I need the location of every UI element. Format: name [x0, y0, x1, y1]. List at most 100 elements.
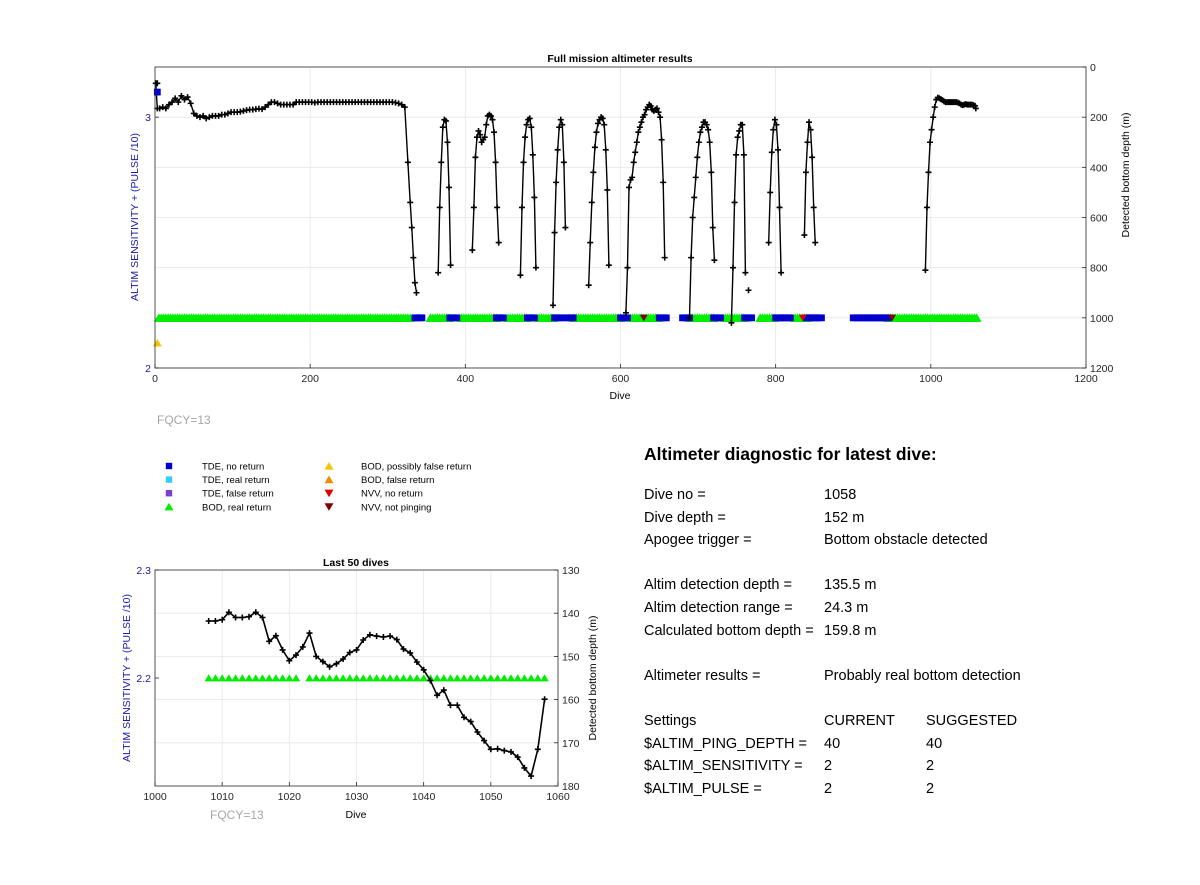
- bod-real-return-marker: [493, 674, 502, 682]
- tde-no-return-marker: [558, 314, 565, 322]
- top-left-axis-label: ALTIM SENSITIVITY + (PULSE /10): [129, 133, 141, 301]
- tde-no-return-marker: [418, 314, 426, 322]
- legend-label: NVV, not pinging: [361, 502, 431, 513]
- top-right-tick-label: 600: [1090, 213, 1108, 225]
- tde-no-return-marker: [818, 314, 825, 322]
- dive-depth-row: Dive depth = 152 m: [644, 510, 1164, 533]
- diagnostic-title: Altimeter diagnostic for latest dive:: [644, 444, 937, 464]
- depth-point: [259, 614, 266, 621]
- depth-line-segment: [768, 119, 782, 273]
- depth-point: [333, 660, 340, 667]
- bottom-right-tick-label: 150: [562, 651, 580, 663]
- top-right-axis-label: Detected bottom depth (m): [1120, 113, 1132, 238]
- bod-real-return-marker: [291, 674, 301, 682]
- bod-real-return-marker: [520, 674, 529, 682]
- bottom-ticks: 1000 1010 1020 1030 1040 1050 1060 2.2 2.3 130 140…: [136, 565, 579, 803]
- dive-depth-value: 152 m: [824, 509, 865, 526]
- bottom-left-tick-label: 2.2: [136, 673, 151, 685]
- bottom-x-axis-label: Dive: [345, 809, 366, 821]
- apogee-value: Bottom obstacle detected: [824, 532, 988, 549]
- depth-point: [387, 633, 394, 640]
- depth-point: [434, 692, 441, 699]
- depth-line-segment: [924, 96, 977, 271]
- bottom-x-tick-label: 1040: [412, 791, 436, 803]
- bod-real-return-marker: [479, 674, 489, 682]
- bod-real-return-marker: [264, 674, 274, 682]
- top-x-tick-label: 1000: [919, 373, 943, 385]
- altim-range-row: Altim detection range = 24.3 m: [644, 600, 1164, 623]
- altim-depth-value: 135.5 m: [824, 577, 877, 594]
- top-right-tick-label: 1000: [1090, 313, 1114, 325]
- apogee-label: Apogee trigger =: [644, 532, 752, 549]
- altim-depth-label: Altim detection depth =: [644, 577, 792, 594]
- depth-point: [413, 659, 420, 665]
- calc-depth-label: Calculated bottom depth =: [644, 622, 814, 639]
- diagnostic-panel: Altimeter diagnostic for latest dive: Di…: [644, 444, 1164, 803]
- tde-no-return-marker: [499, 314, 507, 322]
- bod-real-return-marker: [244, 674, 254, 682]
- bod-real-return-marker: [399, 674, 408, 682]
- tde-no-return-marker: [717, 314, 724, 322]
- bod-real-return-marker: [406, 674, 415, 682]
- bod-real-return-marker: [500, 674, 509, 682]
- bod-real-return-marker: [365, 674, 375, 682]
- depth-point: [454, 702, 461, 709]
- bod-real-return-marker: [204, 674, 213, 682]
- depth-point: [340, 656, 347, 662]
- dive-no-row: Dive no = 1058: [644, 487, 1164, 510]
- top-right-tick-label: 0: [1090, 62, 1096, 74]
- top-depth-series: [152, 80, 979, 326]
- depth-point: [407, 649, 414, 656]
- depth-point: [306, 630, 313, 637]
- pulse-label: $ALTIM_PULSE =: [644, 780, 762, 797]
- tde-no-return-marker: [453, 314, 461, 322]
- ping-depth-suggested: 40: [926, 735, 943, 752]
- depth-point: [427, 677, 434, 684]
- bod-real-return-marker: [231, 674, 240, 682]
- bod-real-return-marker: [392, 674, 401, 682]
- depth-point: [252, 609, 259, 616]
- tde-no-return-marker: [662, 314, 670, 322]
- depth-point: [293, 652, 299, 659]
- depth-point: [400, 646, 407, 653]
- depth-point: [366, 631, 373, 638]
- depth-point: [474, 729, 481, 735]
- depth-point: [266, 638, 273, 645]
- bod-real-return-marker: [379, 674, 388, 682]
- depth-point: [360, 637, 367, 643]
- dive-no-value: 1058: [824, 487, 857, 503]
- depth-point: [501, 747, 508, 754]
- depth-point: [528, 773, 535, 780]
- legend-tde-real-return-icon: [165, 476, 173, 483]
- legend-label: TDE, no return: [202, 462, 264, 473]
- bottom-depth-series: [205, 609, 548, 780]
- bod-real-return-marker: [332, 674, 341, 682]
- tde-no-return-marker: [787, 314, 794, 322]
- top-right-tick-label: 1200: [1090, 363, 1114, 375]
- bod-real-return-marker: [238, 674, 247, 682]
- results-value: Probably real bottom detection: [824, 667, 1021, 684]
- bod-real-return-marker: [486, 674, 496, 682]
- legend-tde-false-return-icon: [165, 490, 173, 497]
- bod-real-return-marker: [466, 674, 475, 682]
- depth-point: [467, 718, 474, 725]
- bod-possibly-false-marker: [152, 338, 162, 347]
- bottom-x-tick-label: 1050: [479, 791, 503, 803]
- nvv-not-pinging-marker: [639, 314, 648, 322]
- depth-point: [219, 616, 226, 623]
- bod-real-return-marker: [305, 674, 314, 682]
- legend-label: TDE, real return: [202, 475, 270, 486]
- bottom-left-axis-label: ALTIM SENSITIVITY + (PULSE /10): [121, 594, 133, 762]
- dive-depth-label: Dive depth =: [644, 509, 726, 526]
- sensitivity-label: $ALTIM_SENSITIVITY =: [644, 758, 803, 775]
- bottom-left-tick-label: 2.3: [136, 565, 151, 577]
- top-left-tick-label: 2: [145, 363, 151, 375]
- depth-line-segment: [519, 117, 537, 276]
- legend: TDE, no return TDE, real return TDE, false…: [164, 461, 471, 513]
- pulse-current: 2: [824, 780, 833, 797]
- ping-depth-row: $ALTIM_PING_DEPTH = 40 40: [644, 736, 1164, 759]
- legend-bod-possibly-false-icon: [324, 461, 334, 470]
- top-x-tick-label: 400: [457, 373, 475, 385]
- apogee-row: Apogee trigger = Bottom obstacle detected: [644, 532, 1164, 555]
- altim-range-value: 24.3 m: [824, 599, 869, 616]
